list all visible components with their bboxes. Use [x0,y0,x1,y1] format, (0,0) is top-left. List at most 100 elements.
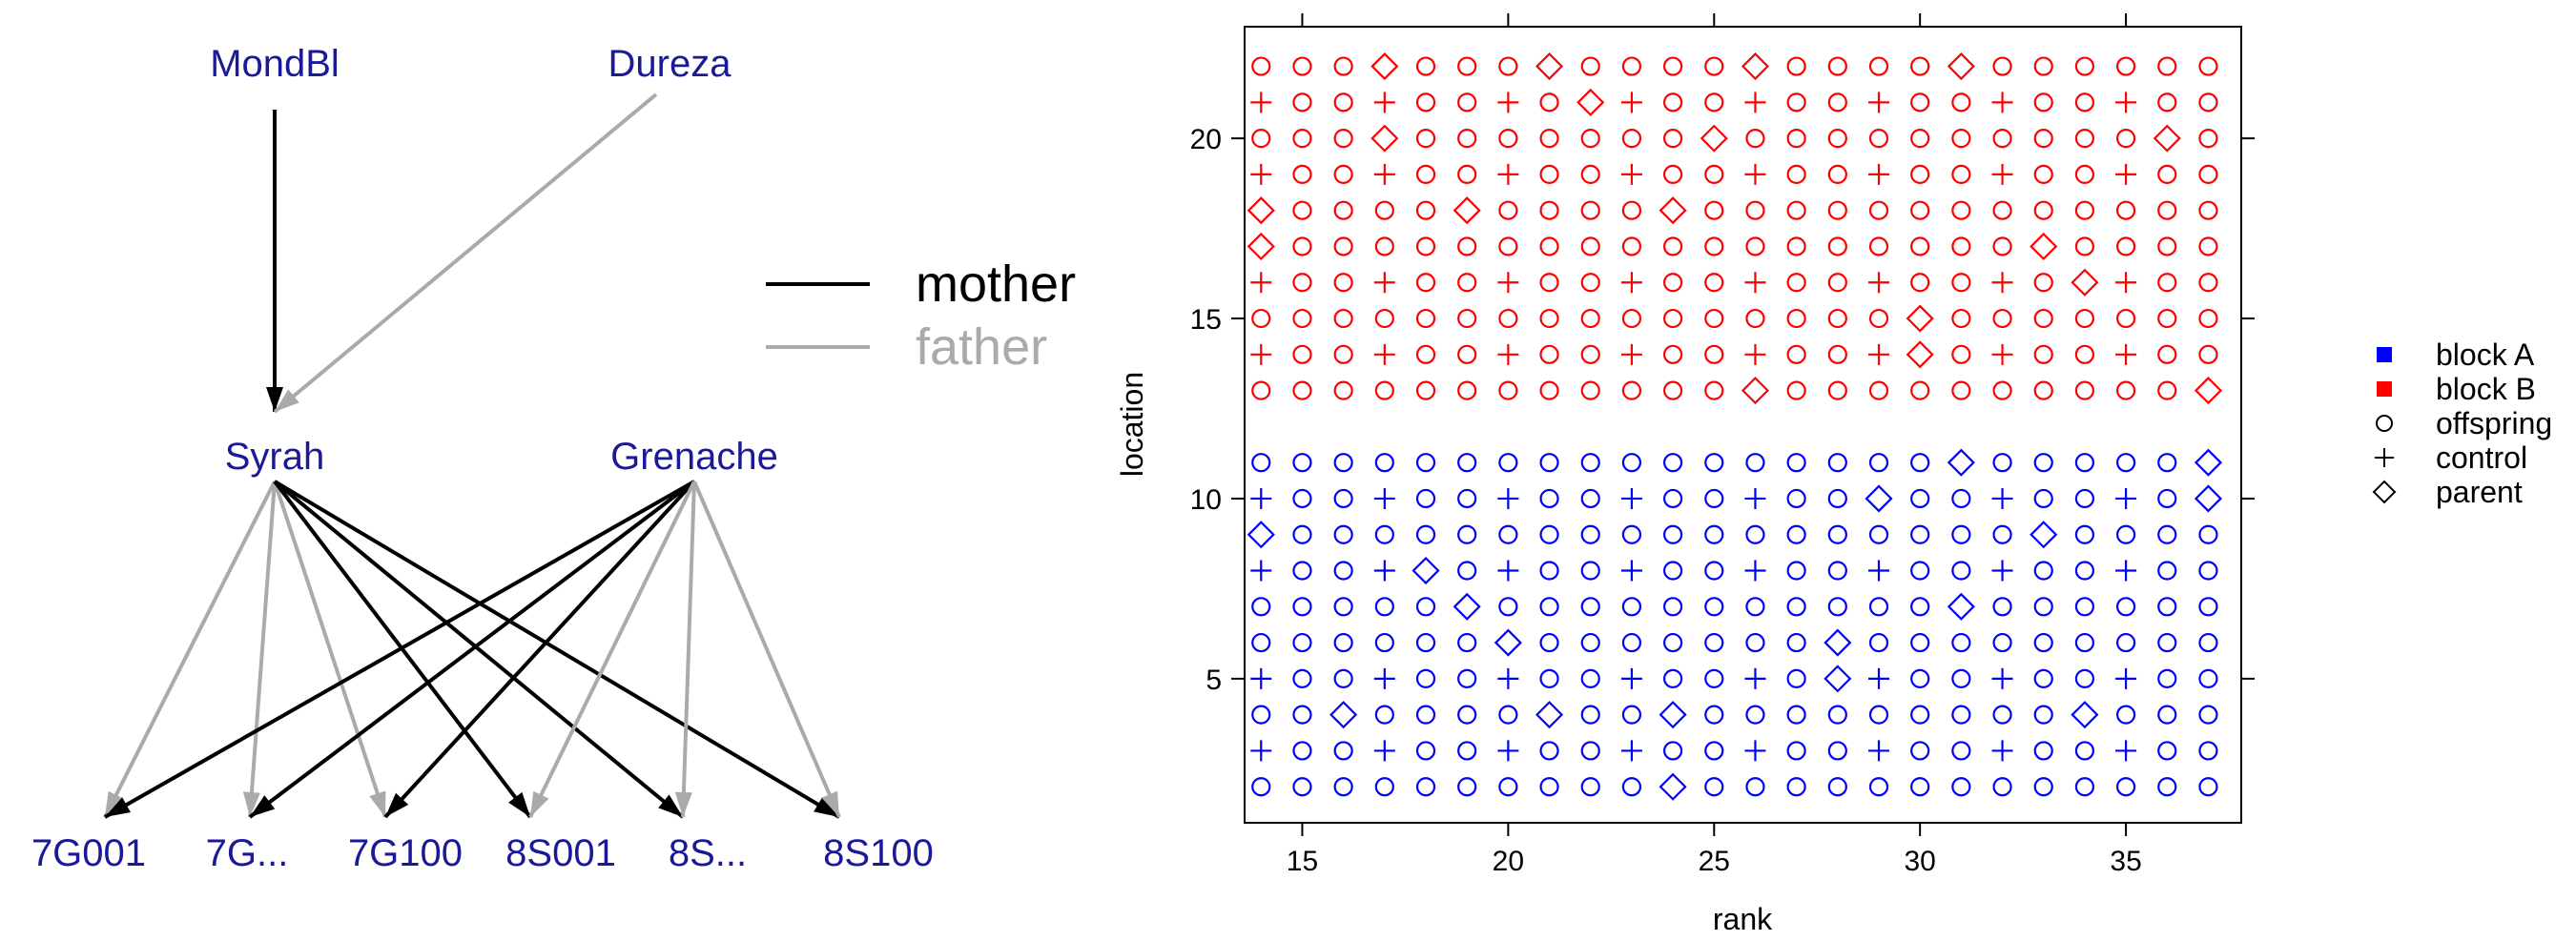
offspring-point [2074,380,2095,400]
offspring-point [1621,56,1642,76]
offspring-point [1415,344,1436,364]
control-point [1497,667,1519,689]
offspring-point [1868,453,1889,473]
offspring-point [2157,273,2177,293]
edge-syrah-to-7g100 [273,481,387,818]
offspring-point [1827,236,1847,256]
offspring-point [1704,524,1724,544]
y-tick-label: 15 [1190,304,1222,336]
offspring-point [1251,453,1271,473]
offspring-point [1621,632,1642,653]
offspring-point [1786,668,1806,688]
offspring-point [1951,741,1971,761]
x-axis-label: rank [1713,902,1773,936]
offspring-point [2074,200,2095,220]
offspring-point [1662,273,1683,293]
offspring-point [1333,273,1353,293]
offspring-point [2033,129,2053,149]
offspring-point [1539,344,1559,364]
offspring-point [1786,524,1806,544]
parent-point [2194,448,2223,477]
offspring-point [2198,200,2218,220]
legend-block-a-label: block A [2436,338,2535,372]
offspring-point [1580,777,1600,797]
offspring-point [1580,705,1600,725]
offspring-point [2074,92,2095,113]
offspring-point [1745,129,1765,149]
offspring-point [1704,453,1724,473]
control-point [2115,343,2137,365]
offspring-point [1745,597,1765,617]
offspring-point [2198,273,2218,293]
offspring-point [1415,705,1436,725]
edge-grenache-to-7g [248,480,696,819]
control-point [1373,740,1395,762]
offspring-point [1662,380,1683,400]
offspring-point [1786,200,1806,220]
offspring-point [1415,236,1436,256]
offspring-point [2115,524,2136,544]
offspring-point [1868,56,1889,76]
offspring-point [1415,741,1436,761]
offspring-point [2157,200,2177,220]
parent-point [1247,521,1275,549]
offspring-point [1662,92,1683,113]
offspring-point [1457,344,1477,364]
parent-point [1947,52,1975,81]
x-tick-label: 30 [1904,846,1935,877]
offspring-point [2033,164,2053,185]
offspring-point [2157,777,2177,797]
y-tick-label: 10 [1190,484,1222,516]
y-tick-label: 5 [1206,665,1222,696]
offspring-point [2157,453,2177,473]
offspring-point [1251,632,1271,653]
node-8s100: 8S100 [823,832,934,874]
offspring-point [2074,56,2095,76]
offspring-point [1374,380,1394,400]
offspring-point [2033,56,2053,76]
legend-block-a-swatch [2377,347,2392,362]
offspring-point [1662,453,1683,473]
offspring-point [1786,129,1806,149]
offspring-point [1621,597,1642,617]
offspring-point [2115,380,2136,400]
offspring-point [1786,344,1806,364]
offspring-point [1786,597,1806,617]
offspring-point [1910,632,1930,653]
offspring-point [1786,56,1806,76]
offspring-point [1415,380,1436,400]
offspring-point [1333,129,1353,149]
offspring-point [1580,273,1600,293]
offspring-point [2074,668,2095,688]
parent-point [2030,521,2058,549]
field-layout-chart: 15 20 25 30 35 5 10 15 20 rank location block Ab… [1115,13,2552,936]
pedigree-edges [103,92,841,819]
control-point [1620,272,1642,294]
offspring-point [2074,344,2095,364]
offspring-point [1457,273,1477,293]
offspring-point [1498,129,1518,149]
offspring-point [1910,705,1930,725]
x-tick-label: 15 [1287,846,1318,877]
offspring-point [1539,236,1559,256]
offspring-point [2115,777,2136,797]
offspring-point [2033,200,2053,220]
offspring-point [1662,164,1683,185]
offspring-point [1621,308,1642,329]
edge-grenache-to-8s100 [692,481,841,818]
offspring-point [1333,561,1353,581]
offspring-point [1539,777,1559,797]
offspring-point [1868,308,1889,329]
offspring-point [1292,129,1312,149]
offspring-point [1662,668,1683,688]
y-tick-label: 20 [1190,124,1222,155]
parent-point [1577,88,1605,116]
offspring-point [1498,236,1518,256]
control-point [1991,272,2013,294]
offspring-point [1539,668,1559,688]
offspring-point [1951,524,1971,544]
offspring-point [1374,453,1394,473]
offspring-point [2033,273,2053,293]
arrowhead [266,387,283,412]
